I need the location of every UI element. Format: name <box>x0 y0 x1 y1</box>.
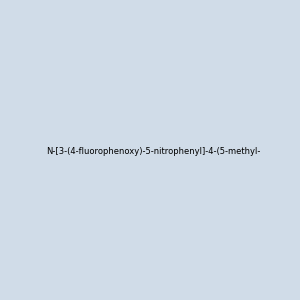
Text: N-[3-(4-fluorophenoxy)-5-nitrophenyl]-4-(5-methyl-: N-[3-(4-fluorophenoxy)-5-nitrophenyl]-4-… <box>46 147 261 156</box>
